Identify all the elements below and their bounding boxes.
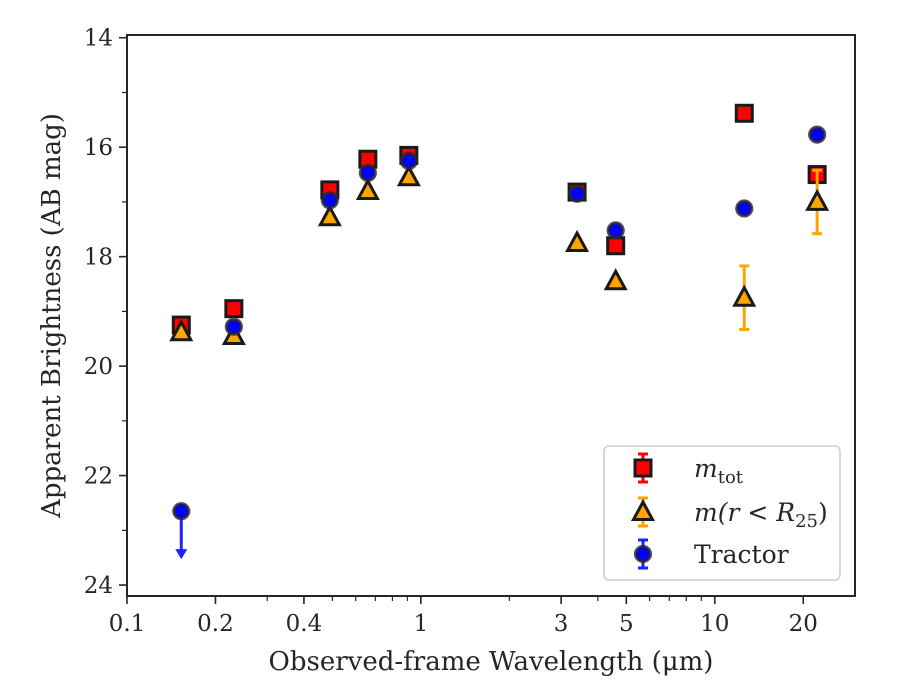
mr25-point (317, 204, 342, 227)
mtot-point (224, 299, 244, 319)
legend-label: m(r < R25) (694, 498, 828, 532)
x-axis-title: Observed-frame Wavelength (μm) (269, 647, 714, 677)
tractor-point (606, 221, 625, 240)
x-axis-ticks: 0.1 0.2 0.4 1 3 5 10 20 (109, 596, 818, 637)
tractor-point (567, 184, 587, 203)
series-triangle (169, 164, 830, 346)
legend-label: Tractor (694, 540, 789, 569)
mtot-point (734, 103, 754, 123)
legend-marker (633, 544, 653, 564)
x-tick-label: 20 (789, 611, 818, 637)
tractor-point (224, 317, 243, 336)
x-tick-label: 3 (554, 611, 569, 637)
mr25-point (805, 188, 830, 211)
series-square (171, 103, 827, 335)
tractor-point (808, 125, 827, 144)
x-tick-label: 1 (414, 611, 429, 637)
legend: mtot m(r < R25) Tractor (603, 445, 841, 581)
mr25-point (565, 229, 590, 252)
legend-marker (633, 458, 653, 478)
legend-entry: Tractor (633, 538, 789, 570)
x-tick-label: 10 (700, 611, 729, 637)
x-tick-label: 0.2 (197, 611, 234, 637)
y-tick-label: 14 (84, 26, 113, 52)
data-marks (169, 103, 830, 560)
y-axis-ticks: 14 16 18 20 22 24 (84, 26, 127, 599)
mr25-point (396, 164, 421, 187)
mr25-point (732, 284, 757, 307)
y-tick-label: 22 (84, 464, 113, 490)
plot-area (126, 34, 856, 597)
y-tick-label: 24 (84, 573, 113, 599)
tractor-point (358, 163, 377, 183)
x-tick-label: 0.4 (286, 611, 323, 637)
mr25-point (169, 319, 194, 342)
x-tick-label: 0.1 (109, 611, 146, 637)
legend-box (603, 445, 841, 581)
y-tick-label: 16 (84, 135, 113, 161)
y-tick-label: 18 (84, 245, 113, 271)
y-tick-label: 20 (84, 354, 113, 380)
x-tick-label: 5 (619, 611, 634, 637)
tractor-point (399, 151, 418, 170)
tractor-point (320, 191, 339, 210)
y-axis-title: Apparent Brightness (AB mag) (37, 113, 67, 519)
legend-label: mtot (694, 454, 744, 488)
legend-entry: mtot (633, 452, 744, 488)
mtot-point (606, 236, 626, 256)
mr25-point (355, 177, 380, 200)
upper-limit-arrowhead (175, 549, 188, 560)
legend-marker (630, 498, 656, 521)
legend-entry: m(r < R25) (630, 496, 828, 532)
series-circle (172, 125, 827, 560)
tractor-point (172, 502, 191, 521)
mr25-point (603, 268, 628, 291)
tractor-point (735, 199, 754, 218)
plot-frame (126, 34, 856, 597)
